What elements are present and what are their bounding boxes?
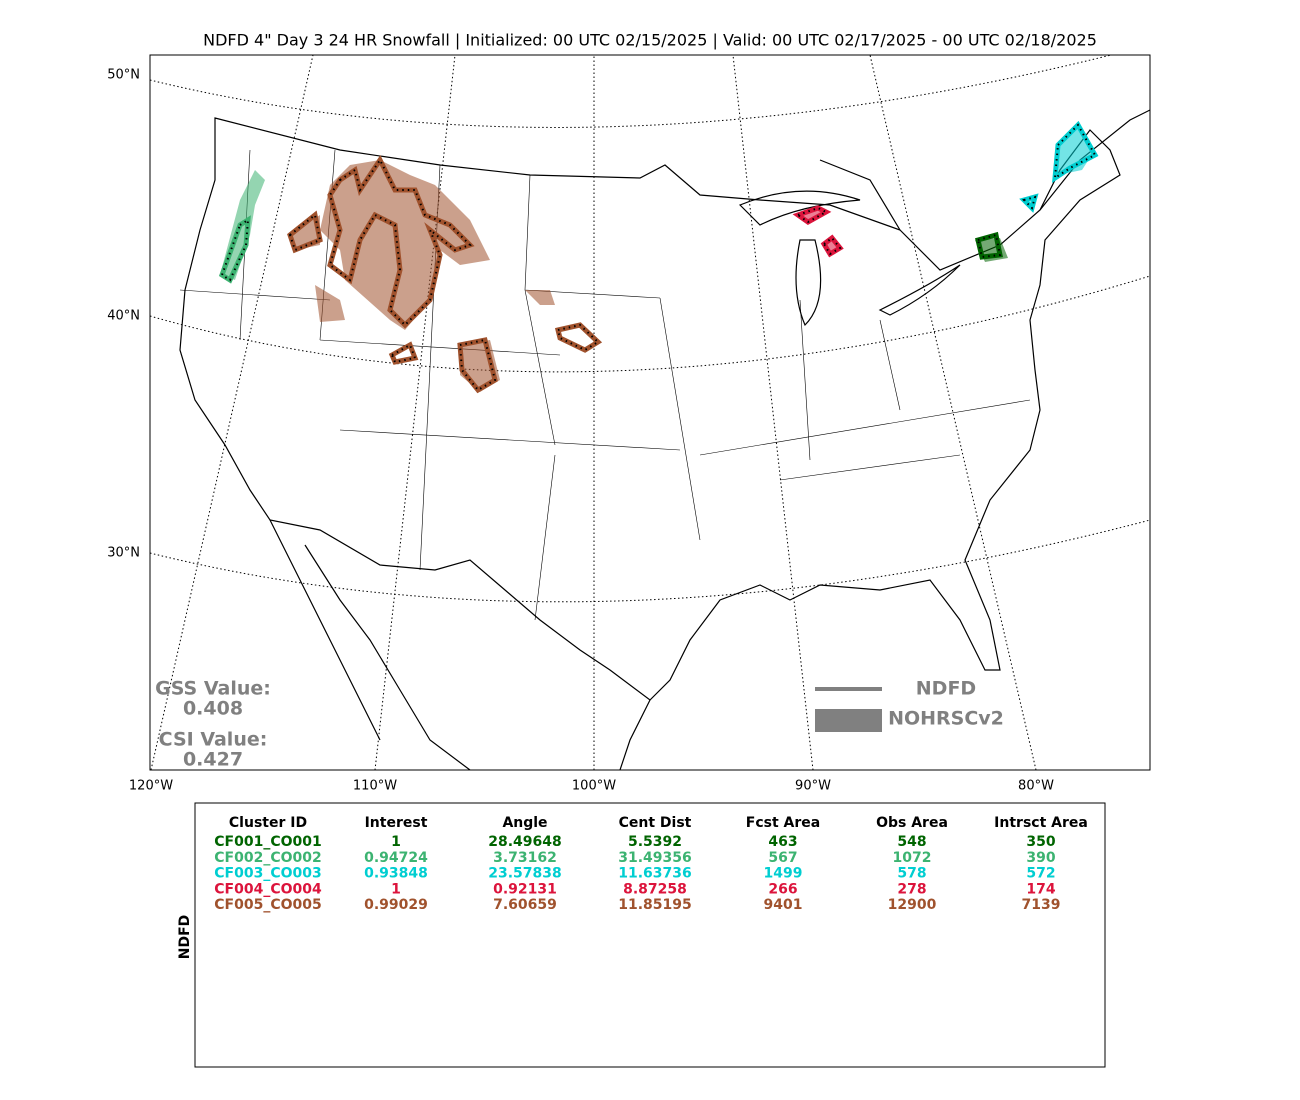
obs-area [290,160,555,392]
lon-label: 120°W [129,779,173,794]
legend-patch [815,709,882,732]
table-header: Cluster ID [229,815,307,831]
csi-value: 0.427 [183,749,243,771]
table-cell: 278 [897,881,926,897]
table-cell: 11.63736 [618,866,692,882]
table-header: Angle [502,815,547,831]
fcst-outline-dots [976,233,1002,259]
table-cell: 572 [1026,866,1055,882]
legend-label: NOHRSCv2 [888,708,1004,730]
clusters [218,120,1099,394]
table-cell: 548 [897,834,926,850]
table-cell: 23.57838 [488,866,562,882]
table-cell: 31.49356 [618,850,692,866]
lat-label: 40°N [107,309,140,324]
lon-label: 110°W [353,779,397,794]
fcst-outline-dots [795,206,842,256]
gss-label: GSS Value: [155,678,271,700]
table-cell: 1 [391,834,401,850]
table-cell: 266 [768,881,797,897]
table-header: Cent Dist [619,815,692,831]
table-cell: CF002_CO002 [214,850,321,866]
table-cell: CF004_CO004 [214,881,322,897]
meridian [732,55,814,770]
table-cell: 7139 [1022,897,1061,913]
table-cell: 3.73162 [493,850,557,866]
table-cell: 11.85195 [618,897,692,913]
csi-label: CSI Value: [159,729,268,751]
table-cell: 567 [768,850,797,866]
table-cell: 463 [768,834,797,850]
table-cell: 7.60659 [493,897,557,913]
table-header: Interest [365,815,428,831]
fcst-outline-dots [1022,123,1097,210]
table-cell: CF003_CO003 [214,866,321,882]
table-cell: 350 [1026,834,1055,850]
table-cell: 1499 [764,866,803,882]
table-header: Intrsct Area [994,815,1088,831]
legend-label: NDFD [916,678,976,700]
parallel [150,519,1150,603]
lat-label: 30°N [107,546,140,561]
fcst-outline-dots [288,158,600,392]
canada-coast [819,109,1150,231]
table-cell: 28.49648 [488,834,562,850]
lon-label: 100°W [572,779,616,794]
table-cell: 0.94724 [364,850,428,866]
table-cell: 5.5392 [628,834,682,850]
table: NDFD Cluster ID Interest Angle Cent Dist Fcs… [177,802,1106,1068]
lat-label: 50°N [107,68,140,83]
lon-label: 90°W [795,779,831,794]
lon-label: 80°W [1018,779,1054,794]
title: NDFD 4" Day 3 24 HR Snowfall | Initializ… [203,31,1097,50]
us-outline [179,117,1121,701]
lake-erie [878,264,961,316]
table-cell: 390 [1026,850,1055,866]
parallel [150,275,1150,373]
gss-value: 0.408 [183,698,243,720]
table-cell: 0.99029 [364,897,428,913]
table-side-label: NDFD [177,915,193,960]
parallel [150,55,1113,128]
table-cell: 1 [391,881,401,897]
mexico-coast [269,519,651,770]
meridian [374,55,456,770]
table-cell: 12900 [888,897,937,913]
map-frame [149,54,1151,771]
table-cell: 8.87258 [623,881,687,897]
table-cell: 0.92131 [493,881,557,897]
table-cell: CF005_CO005 [214,897,321,913]
table-frame [194,802,1106,1068]
table-header: Obs Area [876,815,948,831]
table-header: Fcst Area [746,815,820,831]
table-cell: CF001_CO001 [214,834,321,850]
map: 50°N 40°N 30°N 120°W 110°W 100°W 90°W 80… [107,54,1151,794]
table-cell: 0.93848 [364,866,428,882]
table-cell: 9401 [764,897,803,913]
table-cell: 1072 [893,850,932,866]
lake-superior [738,190,861,226]
table-cell: 174 [1026,881,1055,897]
obs-area [1025,127,1095,208]
meridian [150,55,314,770]
map-content [150,55,1150,770]
fcst-area [218,215,251,284]
table-cell: 578 [897,866,926,882]
lake-michigan [795,239,822,327]
meridian [869,55,1037,770]
